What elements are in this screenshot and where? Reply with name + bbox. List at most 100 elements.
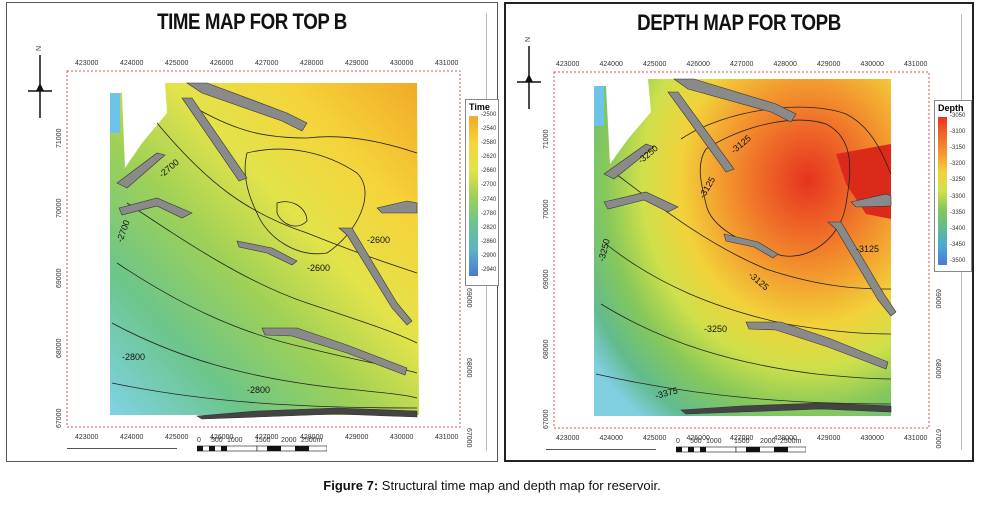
x-tick-label: 423000 xyxy=(556,435,579,442)
contour-lines xyxy=(595,106,892,405)
x-tick-label: 427000 xyxy=(730,435,753,442)
legend-colorbar xyxy=(469,116,478,276)
scale-label: 1000 xyxy=(227,437,243,444)
y-tick-label: 68000 xyxy=(543,339,550,359)
time-map-title: TIME MAP FOR TOP B xyxy=(157,9,347,34)
fault xyxy=(196,407,418,420)
y-tick-label: 68000 xyxy=(56,338,63,358)
contour-label: -2800 xyxy=(247,385,270,395)
x-tick-label: 424000 xyxy=(600,435,623,442)
legend-tick-label: -3150 xyxy=(950,145,966,152)
x-tick-label: 426000 xyxy=(210,434,233,441)
fault xyxy=(680,402,892,415)
y-tick-label: 68000 xyxy=(465,358,472,378)
x-tick-label: 423000 xyxy=(556,61,579,68)
x-tick-label: 427000 xyxy=(730,61,753,68)
scale-bar: 0 500 1000 1500 2000 2500m xyxy=(675,429,807,463)
legend-tick-label: -2860 xyxy=(481,238,497,245)
x-tick-label: 431000 xyxy=(435,434,458,441)
scale-label: 1500 xyxy=(255,437,271,444)
map-frame xyxy=(66,70,461,428)
legend-tick-label: -3250 xyxy=(950,177,966,184)
x-tick-label: 427000 xyxy=(255,60,278,67)
north-label: N xyxy=(525,37,532,42)
time-map: -2700 -2700 -2600 -2600 -2800 -2800 4230… xyxy=(56,60,472,448)
fault xyxy=(603,143,655,180)
fault-polygons xyxy=(603,78,897,415)
depth-legend: Depth -3050 -3100 -3150 -3200 -3250 -3300 -335… xyxy=(934,100,972,272)
legend-tick-label: -3350 xyxy=(950,209,966,216)
legend-tick-label: -3400 xyxy=(950,225,966,232)
y-axis-left: 71000 70000 69000 68000 67000 xyxy=(56,128,63,428)
legend-tick-label: -2700 xyxy=(481,182,497,189)
divider xyxy=(546,449,656,450)
depth-map-panel: DEPTH MAP FOR TOPB N xyxy=(504,2,974,462)
north-arrow-icon: N xyxy=(514,34,544,119)
fault xyxy=(723,233,779,259)
x-tick-label: 425000 xyxy=(165,434,188,441)
fault xyxy=(261,327,408,376)
time-legend: Time -2500 -2540 -2580 -2620 -2660 -2700 -2740… xyxy=(465,99,499,286)
legend-tick-label: -2500 xyxy=(481,112,497,118)
fault xyxy=(118,197,193,219)
scale-label: 2000 xyxy=(281,437,297,444)
legend-tick-label: -2580 xyxy=(481,140,497,147)
fault xyxy=(673,78,797,123)
y-tick-label: 69000 xyxy=(934,289,941,309)
legend-tick-label: -3450 xyxy=(950,241,966,248)
y-tick-label: 68000 xyxy=(934,359,941,379)
fault xyxy=(116,152,166,189)
divider xyxy=(67,448,177,449)
x-tick-label: 430000 xyxy=(390,60,413,67)
fault xyxy=(745,321,889,370)
x-tick-label: 429000 xyxy=(817,435,840,442)
caption-text: Structural time map and depth map for re… xyxy=(378,478,661,493)
x-tick-label: 430000 xyxy=(861,435,884,442)
caption-label: Figure 7: xyxy=(323,478,379,493)
contour-label: -2800 xyxy=(122,352,145,362)
x-tick-label: 423000 xyxy=(75,60,98,67)
fault-polygons xyxy=(116,82,418,420)
scale-label: 1500 xyxy=(734,438,750,445)
x-tick-label: 430000 xyxy=(390,434,413,441)
legend-colorbar xyxy=(938,117,947,265)
contour-label: -2600 xyxy=(307,263,330,273)
x-tick-label: 429000 xyxy=(817,61,840,68)
x-tick-label: 429000 xyxy=(345,434,368,441)
x-axis-bottom: 423000 424000 425000 426000 427000 428000 4290… xyxy=(556,435,927,442)
y-tick-label: 67000 xyxy=(934,429,941,449)
legend-tick-label: -2900 xyxy=(481,252,497,259)
fault xyxy=(338,227,413,326)
y-tick-label: 67000 xyxy=(56,408,63,428)
scale-label: 0 xyxy=(676,438,680,445)
scale-label: 2000 xyxy=(760,438,776,445)
legend-tick-label: -3500 xyxy=(950,258,966,264)
y-tick-label: 69000 xyxy=(56,268,63,288)
y-tick-label: 70000 xyxy=(56,198,63,218)
x-tick-label: 424000 xyxy=(600,61,623,68)
scale-label: 500 xyxy=(690,438,702,445)
north-arrow-icon: N xyxy=(25,43,55,128)
y-tick-label: 67000 xyxy=(465,428,472,448)
x-tick-label: 431000 xyxy=(904,435,927,442)
contour-label: -3250 xyxy=(704,324,727,334)
x-tick-label: 428000 xyxy=(774,61,797,68)
y-tick-label: 69000 xyxy=(465,288,472,308)
fault xyxy=(667,91,735,173)
fault xyxy=(181,97,248,182)
fault xyxy=(186,82,308,132)
scale-label: 0 xyxy=(197,437,201,444)
depth-map-title: DEPTH MAP FOR TOPB xyxy=(637,10,841,35)
y-tick-label: 71000 xyxy=(56,128,63,148)
y-tick-label: 67000 xyxy=(543,409,550,429)
x-tick-label: 425000 xyxy=(165,60,188,67)
legend-tick-label: -2740 xyxy=(481,196,497,203)
x-tick-label: 429000 xyxy=(345,60,368,67)
contour-lines xyxy=(111,102,418,409)
scale-label: 500 xyxy=(211,437,223,444)
contour-label: -3125 xyxy=(856,244,879,254)
figure-caption: Figure 7: Structural time map and depth … xyxy=(0,478,984,493)
legend-tick-label: -2540 xyxy=(481,126,497,133)
legend-tick-label: -3300 xyxy=(950,193,966,200)
legend-tick-label: -2620 xyxy=(481,154,497,161)
